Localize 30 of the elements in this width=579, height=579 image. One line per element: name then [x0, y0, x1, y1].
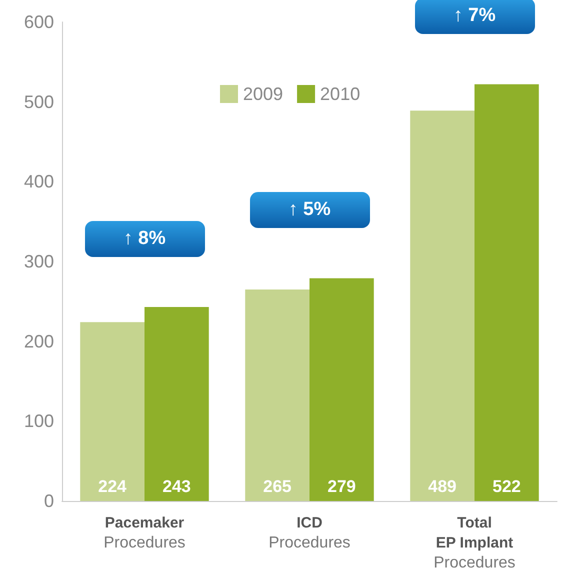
- bar: [474, 84, 539, 501]
- rounded-badge: ↑ 7%: [414, 0, 534, 34]
- bar: [80, 322, 144, 501]
- bar: [144, 307, 209, 501]
- bar: [310, 278, 374, 501]
- y-tick-label: 300: [24, 252, 54, 272]
- y-tick-label: 500: [24, 92, 54, 112]
- annotation: ↑ 7%: [453, 5, 496, 28]
- data-label: 279: [327, 477, 356, 496]
- y-tick-label: 600: [24, 12, 54, 32]
- data-label: 243: [162, 477, 191, 496]
- data-label: 224: [98, 477, 128, 496]
- x-tick-label: ICD Procedures: [268, 514, 350, 552]
- y-tick-label: 200: [24, 331, 54, 352]
- y-tick-label: 0: [44, 491, 54, 511]
- data-label: 522: [492, 477, 521, 496]
- x-tick-label: Pacemaker Procedures: [104, 514, 186, 552]
- data-label: 489: [428, 477, 457, 496]
- rounded-badge: ↑ 8%: [84, 221, 204, 257]
- bar: [410, 110, 474, 501]
- y-tick-label: 400: [24, 172, 54, 192]
- rounded-badge: ↑ 5%: [250, 192, 370, 228]
- x-tick-label: Total EP Implant Procedures: [434, 514, 516, 572]
- annotation: ↑ 5%: [288, 199, 331, 222]
- data-label: 265: [263, 477, 292, 496]
- legend-label: 2010: [320, 84, 360, 104]
- y-tick-label: 100: [24, 411, 54, 432]
- annotation: ↑ 8%: [123, 228, 166, 250]
- bar: [245, 289, 310, 501]
- legend-label: 2009: [243, 84, 284, 104]
